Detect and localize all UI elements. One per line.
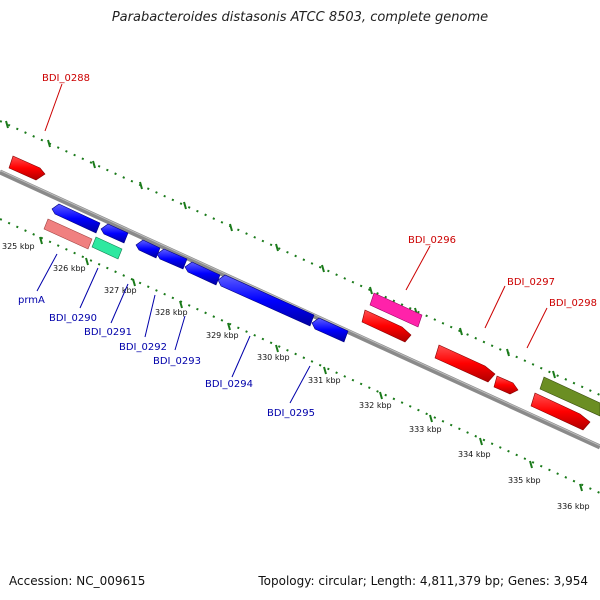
kbp-label: 327 kbp: [104, 286, 137, 295]
kbp-label: 329 kbp: [206, 331, 239, 340]
kbp-scale-labels: 325 kbp 326 kbp 327 kbp 328 kbp 329 kbp …: [2, 242, 590, 511]
label-bdi-0297: BDI_0297: [507, 277, 555, 288]
label-bdi-0292: BDI_0292: [119, 342, 167, 353]
forward-genes: [8, 155, 600, 431]
label-bdi-0298: BDI_0298: [549, 298, 597, 309]
gene-bdi-0292[interactable]: [135, 239, 161, 259]
gene-bdi-0294[interactable]: [217, 274, 315, 327]
label-bdi-0293: BDI_0293: [153, 356, 201, 367]
gene-prma[interactable]: [43, 218, 93, 250]
gene-bdi-0291[interactable]: [100, 223, 129, 244]
label-bdi-0288: BDI_0288: [42, 73, 90, 84]
map-title: Parabacteroides distasonis ATCC 8503, co…: [111, 10, 489, 25]
kbp-label: 330 kbp: [257, 353, 290, 362]
reverse-genes: [43, 203, 349, 343]
gene-bdi-0295[interactable]: [311, 317, 349, 343]
gene-forward-unlabeled[interactable]: [361, 309, 412, 343]
gene-forward-unlabeled[interactable]: [530, 392, 591, 431]
gene-bdi-0296[interactable]: [369, 292, 423, 328]
kbp-label: 335 kbp: [508, 476, 541, 485]
topology-text: Topology: circular; Length: 4,811,379 bp…: [258, 574, 588, 588]
label-bdi-0291: BDI_0291: [84, 327, 132, 338]
gene-labels: BDI_0288 BDI_0296 BDI_0297 BDI_0298 prmA…: [18, 73, 597, 419]
kbp-label: 336 kbp: [557, 502, 590, 511]
label-bdi-0296: BDI_0296: [408, 235, 456, 246]
outer-tick-track: [0, 120, 600, 396]
gene-bdi-0297[interactable]: [493, 375, 519, 395]
label-bdi-0294: BDI_0294: [205, 379, 253, 390]
gene-forward-unlabeled[interactable]: [434, 344, 496, 383]
gene-bdi-0293[interactable]: [156, 248, 188, 270]
kbp-label: 328 kbp: [155, 308, 188, 317]
kbp-label: 325 kbp: [2, 242, 35, 251]
kbp-label: 333 kbp: [409, 425, 442, 434]
accession-text: Accession: NC_009615: [9, 574, 146, 588]
label-bdi-0290: BDI_0290: [49, 313, 97, 324]
gene-bdi-0288[interactable]: [8, 155, 46, 181]
gene-bdi-0290[interactable]: [91, 236, 123, 260]
gene-reverse-unlabeled[interactable]: [184, 261, 221, 286]
inner-tick-track: [0, 218, 600, 494]
kbp-label: 334 kbp: [458, 450, 491, 459]
callout-lines: [36, 83, 548, 404]
kbp-label: 332 kbp: [359, 401, 392, 410]
kbp-label: 331 kbp: [308, 376, 341, 385]
gene-reverse-unlabeled[interactable]: [51, 203, 101, 234]
label-bdi-0295: BDI_0295: [267, 408, 315, 419]
kbp-label: 326 kbp: [53, 264, 86, 273]
gene-bdi-0298[interactable]: [539, 376, 600, 417]
label-prma: prmA: [18, 295, 45, 306]
